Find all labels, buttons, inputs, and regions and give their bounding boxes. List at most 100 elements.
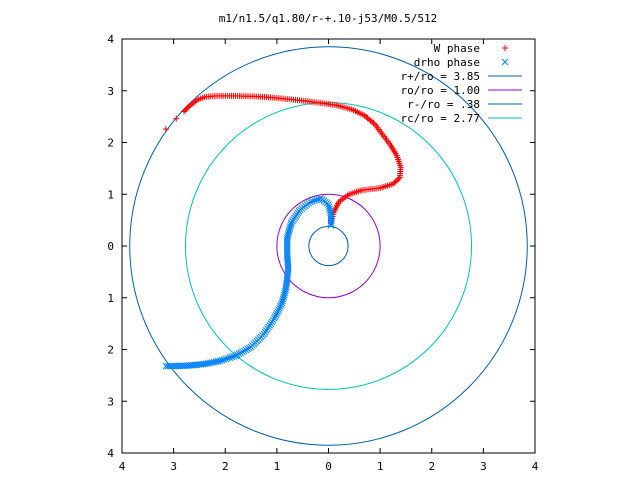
series-1-point [313,196,320,204]
legend-marker [501,58,509,66]
y-tick-label: 1 [107,188,114,201]
series-1-point [317,195,325,202]
y-tick-label: 2 [107,137,114,150]
series-1-point [325,203,333,211]
series-0-point [173,115,180,122]
series-0-point [369,118,376,125]
series-1-point [327,211,335,219]
y-tick-label: 1 [107,292,114,305]
series-1-point [276,304,283,312]
series-1-point [276,303,284,310]
legend-label: r-/ro = .38 [407,98,480,111]
series-0-point [184,104,191,111]
series-1-point [282,284,290,291]
series-1-point [273,309,281,317]
series-1-point [226,354,234,362]
series-1-point [279,297,286,305]
series-1-point [285,229,293,236]
series-1-point [287,219,295,227]
series-1-point [230,353,237,360]
legend-label: rc/ro = 2.77 [401,112,480,125]
x-tick-label: 0 [325,460,332,473]
circle-3 [184,102,473,390]
series-0-point [182,107,189,114]
x-tick-label: 4 [532,460,539,473]
series-1-point [271,313,279,321]
series-1-point [280,293,287,301]
series-1-point [233,351,241,359]
series-0-point [391,179,398,186]
series-1-point [164,362,172,370]
series-0-point [363,113,370,120]
series-1-point [278,299,286,307]
series-1-point [281,287,289,295]
series-points [162,92,404,370]
x-tick-label: 2 [222,460,229,473]
y-tick-label: 4 [107,33,114,46]
series-1-point [285,227,293,234]
series-1-point [315,195,323,203]
series-0-point [366,116,373,123]
series-0-point [162,126,169,133]
x-tick-label: 2 [428,460,435,473]
series-1-point [274,308,282,315]
series-0-point [183,105,190,112]
y-tick-label: 0 [107,240,114,253]
series-0-point [364,115,371,122]
series-1-point [218,356,226,364]
x-tick-label: 3 [480,460,487,473]
x-tick-label: 1 [377,460,384,473]
series-1-point [272,311,280,319]
series-1-point [232,352,239,360]
series-1-point [242,346,250,354]
series-1-point [237,349,245,357]
series-0-point [361,112,368,119]
series-1-point [326,207,334,215]
y-tick-label: 3 [107,85,114,98]
series-1-point [240,347,248,355]
series-1-point [239,348,246,356]
series-1-point [286,225,294,232]
legend-label: ro/ro = 1.00 [401,84,480,97]
series-1-point [286,223,294,230]
x-tick-label: 3 [170,460,177,473]
series-1-point [326,205,333,213]
chart-title: m1/n1.5/q1.80/r-+.10-j53/M0.5/512 [219,12,438,25]
circle-1 [276,193,381,299]
series-1-point [287,221,295,229]
series-0-point [180,108,187,115]
series-1-point [244,345,251,353]
legend-label: drho phase [414,56,480,69]
legend-marker [502,45,508,51]
series-1-point [220,356,228,363]
series-1-point [279,295,287,303]
series-0-point [367,117,374,124]
series-1-point [247,343,255,351]
y-tick-label: 4 [107,447,114,460]
legend-label: W phase [434,42,480,55]
series-1-point [235,350,243,358]
series-1-point [245,344,253,352]
series-1-point [275,306,282,314]
circle-0 [129,46,528,446]
series-1-point [224,354,232,362]
circle-2 [308,225,349,267]
series-1-point [277,301,285,309]
series-1-point [280,291,288,299]
series-0-point [370,120,377,127]
series-1-point [327,209,334,217]
series-1-point [222,355,230,363]
x-tick-label: 4 [119,460,126,473]
x-tick-label: 1 [274,460,281,473]
series-1-point [309,197,316,205]
series-1-point [281,289,288,297]
series-1-point [228,353,236,361]
series-1-point [311,197,318,204]
y-tick-label: 3 [107,395,114,408]
y-tick-label: 2 [107,344,114,357]
series-1-point [282,285,290,293]
series-1-point [284,231,292,238]
